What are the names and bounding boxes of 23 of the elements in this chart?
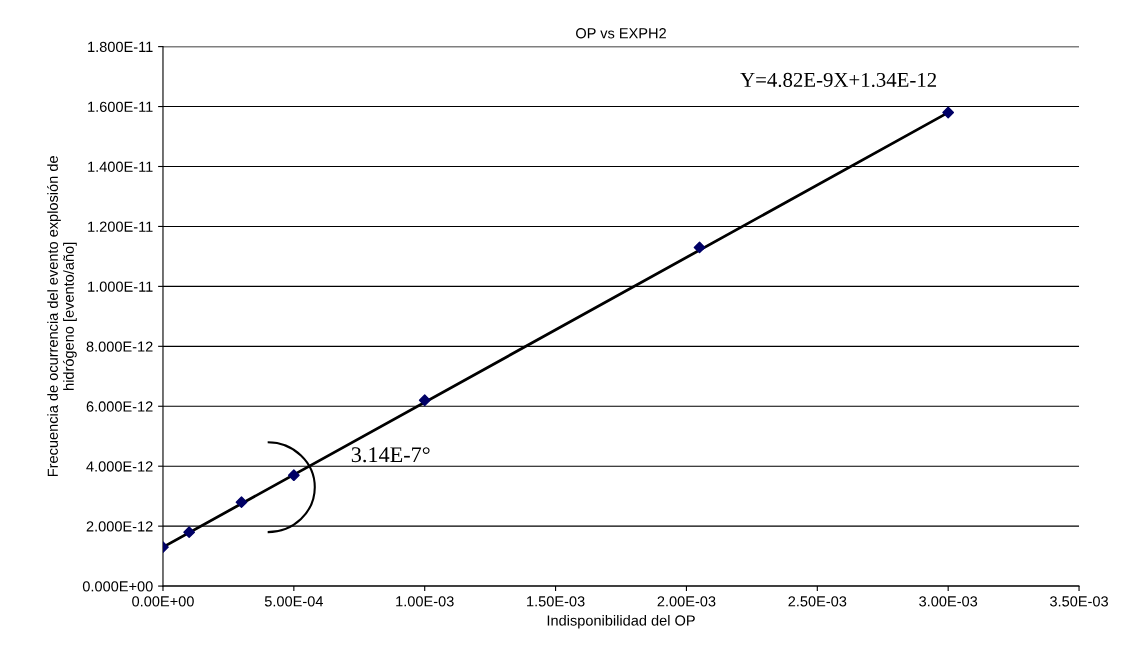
- y-tick-label: 0.000E+00: [82, 581, 153, 592]
- y-tick-label: 6.000E-12: [86, 401, 153, 412]
- y-tick-label: 2.000E-12: [86, 521, 153, 532]
- chart-title: OP vs EXPH2: [576, 28, 666, 39]
- annotation: Y=4.82E-9X+1.34E-12: [740, 72, 937, 87]
- x-axis-title: Indisponibilidad del OP: [547, 614, 695, 629]
- y-tick-label: 4.000E-12: [86, 461, 153, 472]
- x-tick-label: 3.00E-03: [919, 596, 978, 607]
- y-tick-label: 1.800E-11: [88, 41, 153, 53]
- x-tick-label: 5.00E-04: [264, 596, 324, 607]
- y-tick-label: 8.000E-12: [86, 341, 153, 352]
- x-tick-label: 0.00E+00: [132, 596, 194, 607]
- x-tick-label: 1.00E-03: [396, 596, 454, 607]
- annotation: 3.14E-7°: [351, 447, 430, 463]
- x-tick-label: 2.00E-03: [657, 596, 716, 607]
- x-tick-label: 1.50E-03: [527, 596, 585, 607]
- y-tick-label: 1.000E-11: [88, 281, 153, 292]
- y-tick-label: 1.200E-11: [88, 221, 153, 232]
- y-tick-label: 1.400E-11: [88, 161, 153, 172]
- x-tick-label: 3.50E-03: [1050, 596, 1108, 607]
- y-tick-label: 1.600E-11: [88, 101, 153, 112]
- y-axis-title: Frecuencia de ocurrencia del evento explosión de hidrógeno [evento/año]: [47, 156, 77, 477]
- x-tick-label: 2.50E-03: [788, 596, 847, 607]
